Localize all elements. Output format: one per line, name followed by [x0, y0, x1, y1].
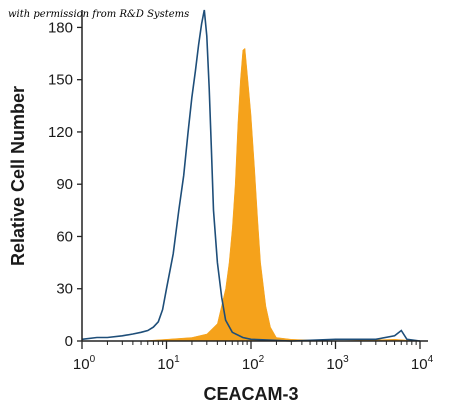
y-tick-label: 150: [48, 72, 73, 89]
y-tick-label: 0: [65, 333, 73, 350]
x-tick-label: 104: [411, 354, 434, 373]
x-ticks: 100 101 102 103 104: [73, 341, 434, 373]
x-tick-label: 101: [157, 354, 180, 373]
x-tick-label: 102: [242, 354, 265, 373]
x-tick-label: 103: [326, 354, 349, 373]
y-axis-title: Relative Cell Number: [8, 86, 28, 266]
y-tick-label: 120: [48, 124, 73, 141]
x-tick-label: 100: [73, 354, 96, 373]
series-filled-area: [82, 47, 421, 342]
x-axis-title: CEACAM-3: [203, 384, 298, 404]
y-tick-label: 90: [56, 176, 73, 193]
y-tick-label: 60: [56, 228, 73, 245]
y-tick-label: 180: [48, 19, 73, 36]
y-ticks: 0 30 60 90 120 150 180: [48, 19, 82, 350]
axes: [81, 10, 428, 342]
y-tick-label: 30: [56, 281, 73, 298]
watermark-text: with permission from R&D Systems: [8, 9, 189, 20]
